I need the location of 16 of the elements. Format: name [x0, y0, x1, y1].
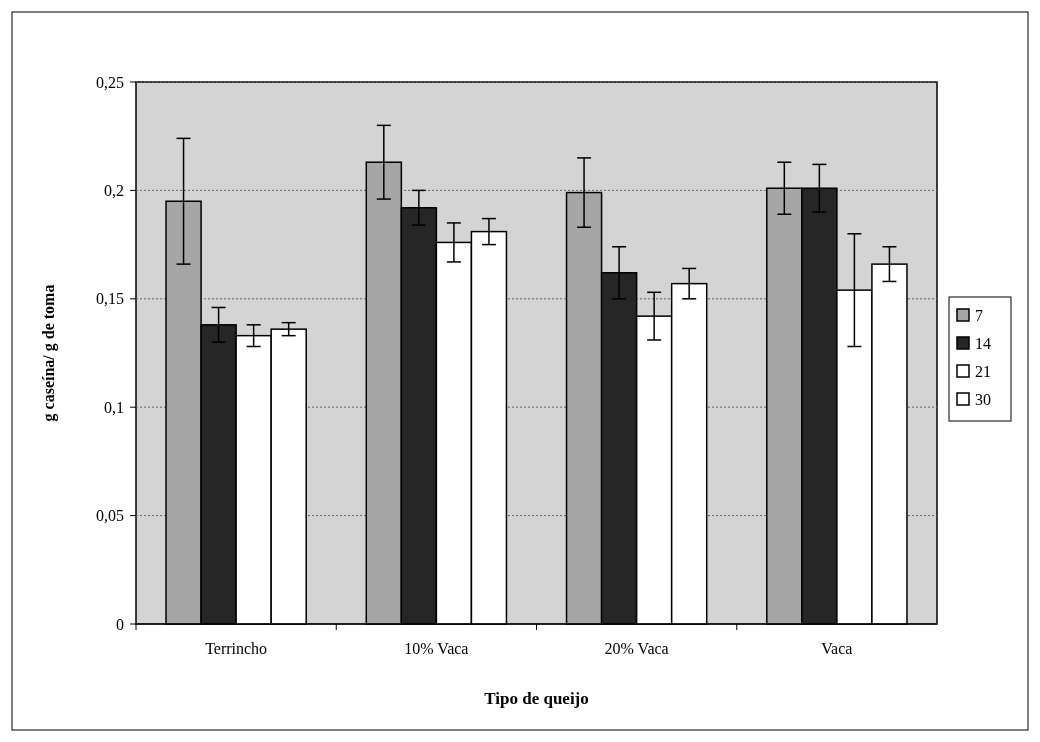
legend-label: 7: [975, 306, 983, 324]
y-tick-label: 0,2: [104, 182, 124, 199]
y-axis-title: g caseína/ g de toma: [40, 284, 58, 422]
legend-label: 30: [975, 390, 991, 408]
y-tick-label: 0,25: [96, 73, 124, 91]
x-tick-label: Vaca: [821, 640, 853, 657]
y-tick-label: 0,15: [96, 290, 124, 308]
y-tick-label: 0,1: [104, 398, 124, 416]
x-tick-label: 10% Vaca: [404, 640, 469, 657]
x-tick-label: Terrincho: [205, 640, 268, 657]
legend-label: 21: [975, 362, 991, 380]
x-axis-title: Tipo de queijo: [484, 689, 589, 708]
y-tick-label: 0,05: [96, 507, 124, 525]
x-tick-label: 20% Vaca: [604, 640, 669, 657]
legend-label: 14: [975, 334, 991, 352]
y-tick-label: 0: [116, 615, 124, 633]
